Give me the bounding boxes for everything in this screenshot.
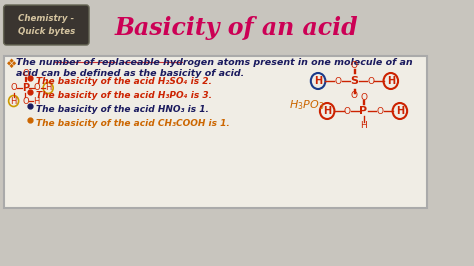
Text: H: H [33, 97, 39, 106]
FancyBboxPatch shape [4, 5, 89, 45]
Text: O: O [376, 106, 383, 115]
Text: O: O [10, 84, 17, 93]
Text: Chemistry -
Quick bytes: Chemistry - Quick bytes [18, 14, 75, 36]
Text: P: P [22, 83, 29, 93]
Text: O: O [34, 84, 41, 93]
Text: acid can be defined as the basicity of acid.: acid can be defined as the basicity of a… [17, 69, 245, 78]
Text: O: O [335, 77, 342, 85]
Text: O: O [344, 106, 351, 115]
Text: ❖: ❖ [6, 58, 18, 71]
Text: The basicity of the acid H₂SO₄ is 2.: The basicity of the acid H₂SO₄ is 2. [36, 77, 212, 85]
Text: S: S [350, 76, 358, 86]
Text: O: O [22, 69, 29, 78]
Text: H: H [396, 106, 404, 116]
Text: $H_3PO_3$: $H_3PO_3$ [289, 98, 324, 112]
Text: The number of replaceable hydrogen atoms present in one molecule of an: The number of replaceable hydrogen atoms… [17, 58, 413, 67]
Text: H: H [45, 84, 51, 93]
Text: H: H [323, 106, 331, 116]
FancyBboxPatch shape [4, 56, 427, 208]
Text: The basicity of the acid H₃PO₄ is 3.: The basicity of the acid H₃PO₄ is 3. [36, 90, 212, 99]
Text: P: P [359, 106, 367, 116]
Text: H: H [10, 97, 17, 106]
Text: O: O [360, 93, 367, 102]
Text: The basicity of the acid CH₃COOH is 1.: The basicity of the acid CH₃COOH is 1. [36, 118, 230, 127]
Text: H: H [314, 76, 322, 86]
Text: Basicity of an acid: Basicity of an acid [115, 16, 358, 40]
Text: O: O [367, 77, 374, 85]
Text: O: O [22, 97, 29, 106]
Text: O: O [351, 92, 358, 101]
Text: H: H [360, 122, 367, 131]
Text: H: H [387, 76, 395, 86]
Text: The basicity of the acid HNO₃ is 1.: The basicity of the acid HNO₃ is 1. [36, 105, 209, 114]
FancyBboxPatch shape [0, 0, 431, 55]
Text: O: O [351, 61, 358, 70]
